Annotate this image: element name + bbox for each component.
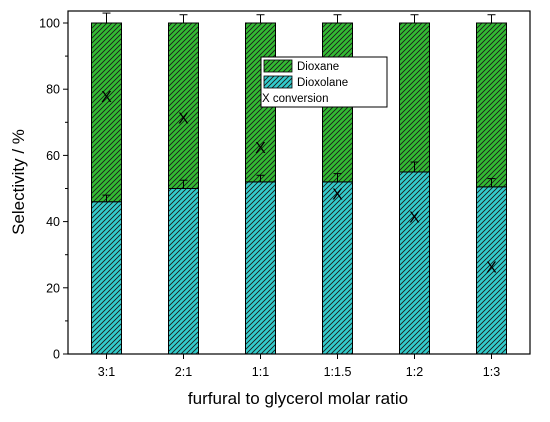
- legend-label-dioxane: Dioxane: [297, 61, 339, 73]
- x-axis-label: furfural to glycerol molar ratio: [188, 389, 408, 408]
- axes: 0 20 40 60 80 100 3:1 2:1 1:1 1:1.5 1:2 1:3: [39, 10, 531, 379]
- y-tick-label-20: 20: [46, 281, 60, 295]
- bar-dioxane-1-3: [476, 22, 507, 188]
- y-tick-label-100: 100: [39, 17, 60, 31]
- error-bar-dioxane-1-1-5: [333, 14, 342, 23]
- conversion-marker-1-2: X: [409, 210, 420, 227]
- x-tick-label-1-1: 1:1: [252, 365, 269, 379]
- y-tick-label-0: 0: [53, 348, 60, 362]
- x-tick-label-1-2: 1:2: [406, 365, 423, 379]
- bar-dioxane-2-1: [168, 22, 199, 189]
- legend-label-dioxolane: Dioxolane: [297, 77, 348, 89]
- conversion-marker-2-1: X: [178, 110, 189, 127]
- x-tick-label-1-1-5: 1:1.5: [324, 365, 352, 379]
- x-tick-label-2-1: 2:1: [175, 365, 192, 379]
- bar-dioxane-1-2: [399, 22, 430, 173]
- error-bar-dioxane-2-1: [179, 14, 188, 23]
- x-tick-label-1-3: 1:3: [483, 365, 500, 379]
- x-tick-label-3-1: 3:1: [98, 365, 115, 379]
- x-axis-ticks: 3:1 2:1 1:1 1:1.5 1:2 1:3: [98, 354, 500, 379]
- legend-swatch-dioxolane: [263, 75, 293, 89]
- legend: Dioxane Dioxolane X conversion: [260, 56, 388, 108]
- conversion-marker-1-3: X: [486, 259, 497, 276]
- error-bar-dioxane-3-1: [102, 12, 111, 23]
- conversion-markers-layer: X X X X X X: [101, 89, 497, 276]
- y-axis-ticks: 0 20 40 60 80 100: [39, 17, 68, 362]
- error-bar-dioxolane-1-1-5: [333, 173, 342, 182]
- error-bar-dioxane-1-3: [487, 14, 496, 23]
- y-tick-label-80: 80: [46, 83, 60, 97]
- error-bar-dioxolane-3-1: [102, 194, 111, 202]
- bar-dioxolane-1-3: [476, 186, 507, 355]
- legend-label-conversion: X conversion: [262, 93, 328, 105]
- bar-dioxolane-1-1-5: [322, 181, 353, 355]
- conversion-marker-1-1-5: X: [332, 186, 343, 203]
- legend-swatch-dioxane: [263, 59, 293, 73]
- error-bar-dioxolane-1-1: [256, 174, 265, 182]
- conversion-marker-1-1: X: [255, 140, 266, 157]
- y-tick-label-60: 60: [46, 149, 60, 163]
- bar-dioxolane-1-1: [245, 181, 276, 355]
- error-bars-layer: [102, 12, 496, 202]
- bar-dioxolane-1-2: [399, 171, 430, 355]
- bar-dioxolane-2-1: [168, 188, 199, 355]
- error-bar-dioxolane-1-2: [410, 161, 419, 172]
- error-bar-dioxolane-1-3: [487, 178, 496, 187]
- y-tick-label-40: 40: [46, 215, 60, 229]
- bars-layer: [91, 22, 507, 355]
- bar-dioxane-3-1: [91, 22, 122, 203]
- plot-frame: [67, 10, 531, 355]
- error-bar-dioxolane-2-1: [179, 179, 188, 189]
- y-axis-label: Selectivity / %: [9, 129, 28, 235]
- conversion-marker-3-1: X: [101, 89, 112, 106]
- bar-dioxolane-3-1: [91, 201, 122, 355]
- error-bar-dioxane-1-1: [256, 14, 265, 23]
- error-bar-dioxane-1-2: [410, 14, 419, 23]
